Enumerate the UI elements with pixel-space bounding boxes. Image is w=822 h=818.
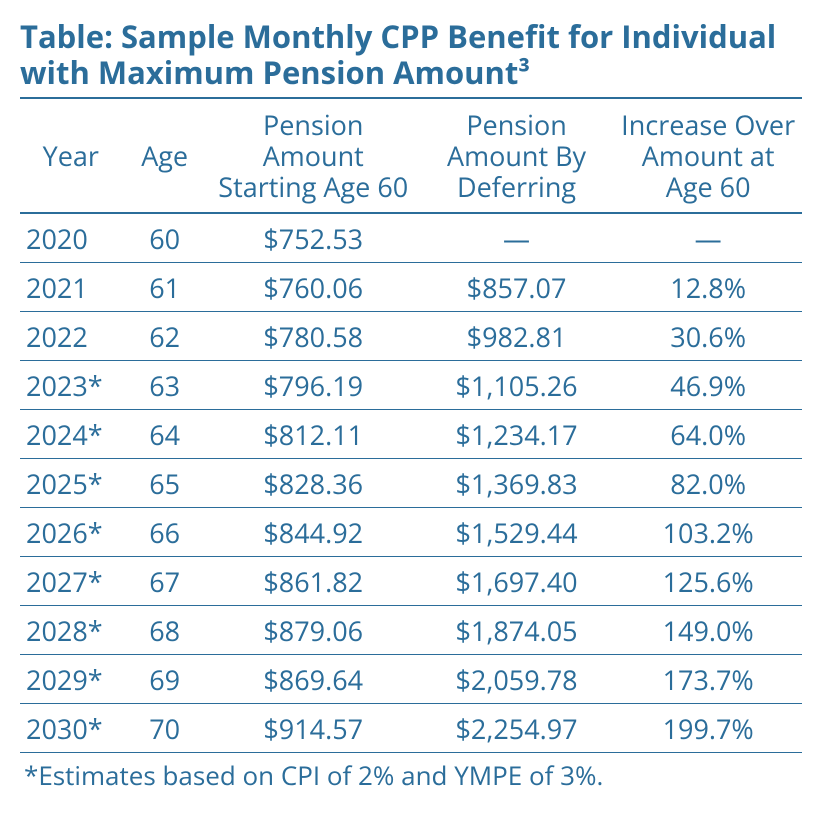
table-row: 2028*68$879.06$1,874.05149.0% <box>20 606 802 655</box>
table-cell: 64.0% <box>614 410 802 459</box>
table-cell: 2021 <box>20 263 122 312</box>
table-cell: 125.6% <box>614 557 802 606</box>
footnote-cell: *Estimates based on CPI of 2% and YMPE o… <box>20 753 802 799</box>
table-row: 2027*67$861.82$1,697.40125.6% <box>20 557 802 606</box>
table-cell: 103.2% <box>614 508 802 557</box>
table-cell: $844.92 <box>208 508 419 557</box>
table-row: 202262$780.58$982.8130.6% <box>20 312 802 361</box>
table-cell: 66 <box>122 508 208 557</box>
table-head: YearAgePension Amount Starting Age 60Pen… <box>20 98 802 213</box>
table-cell: $879.06 <box>208 606 419 655</box>
table-cell: 63 <box>122 361 208 410</box>
table-cell: 2020 <box>20 213 122 263</box>
table-cell: $869.64 <box>208 655 419 704</box>
table-cell: 69 <box>122 655 208 704</box>
table-body: 202060$752.53——202161$760.06$857.0712.8%… <box>20 213 802 753</box>
table-cell: 70 <box>122 704 208 753</box>
table-cell: — <box>419 213 615 263</box>
table-cell: 2028* <box>20 606 122 655</box>
table-cell: $857.07 <box>419 263 615 312</box>
table-cell: 2022 <box>20 312 122 361</box>
column-header: Increase Over Amount at Age 60 <box>614 98 802 213</box>
table-title: Table: Sample Monthly CPP Benefit for In… <box>20 20 802 91</box>
table-cell: $1,105.26 <box>419 361 615 410</box>
table-cell: $760.06 <box>208 263 419 312</box>
column-header: Age <box>122 98 208 213</box>
table-cell: $982.81 <box>419 312 615 361</box>
table-cell: 2029* <box>20 655 122 704</box>
table-cell: 64 <box>122 410 208 459</box>
table-cell: 2026* <box>20 508 122 557</box>
table-cell: $1,369.83 <box>419 459 615 508</box>
table-cell: 62 <box>122 312 208 361</box>
table-cell: $1,234.17 <box>419 410 615 459</box>
column-header: Year <box>20 98 122 213</box>
table-cell: 149.0% <box>614 606 802 655</box>
table-row: 2026*66$844.92$1,529.44103.2% <box>20 508 802 557</box>
table-cell: $861.82 <box>208 557 419 606</box>
column-header: Pension Amount By Deferring <box>419 98 615 213</box>
cpp-benefit-table: YearAgePension Amount Starting Age 60Pen… <box>20 97 802 798</box>
table-row: 2025*65$828.36$1,369.8382.0% <box>20 459 802 508</box>
table-cell: $914.57 <box>208 704 419 753</box>
table-cell: $1,874.05 <box>419 606 615 655</box>
table-cell: 65 <box>122 459 208 508</box>
table-row: 2023*63$796.19$1,105.2646.9% <box>20 361 802 410</box>
table-cell: 30.6% <box>614 312 802 361</box>
table-row: 2030*70$914.57$2,254.97199.7% <box>20 704 802 753</box>
table-cell: $812.11 <box>208 410 419 459</box>
table-cell: 60 <box>122 213 208 263</box>
footnote-row: *Estimates based on CPI of 2% and YMPE o… <box>20 753 802 799</box>
table-cell: 82.0% <box>614 459 802 508</box>
table-cell: $780.58 <box>208 312 419 361</box>
column-header: Pension Amount Starting Age 60 <box>208 98 419 213</box>
table-cell: 199.7% <box>614 704 802 753</box>
table-cell: 12.8% <box>614 263 802 312</box>
table-cell: 2024* <box>20 410 122 459</box>
table-cell: — <box>614 213 802 263</box>
table-cell: $828.36 <box>208 459 419 508</box>
table-cell: $1,529.44 <box>419 508 615 557</box>
table-cell: $2,254.97 <box>419 704 615 753</box>
table-cell: 2027* <box>20 557 122 606</box>
table-cell: 61 <box>122 263 208 312</box>
table-cell: $2,059.78 <box>419 655 615 704</box>
cpp-benefit-table-container: Table: Sample Monthly CPP Benefit for In… <box>20 20 802 798</box>
table-cell: 68 <box>122 606 208 655</box>
table-cell: 173.7% <box>614 655 802 704</box>
header-row: YearAgePension Amount Starting Age 60Pen… <box>20 98 802 213</box>
table-cell: $796.19 <box>208 361 419 410</box>
table-cell: $752.53 <box>208 213 419 263</box>
table-cell: 67 <box>122 557 208 606</box>
table-cell: 2025* <box>20 459 122 508</box>
table-cell: 2023* <box>20 361 122 410</box>
table-foot: *Estimates based on CPI of 2% and YMPE o… <box>20 753 802 799</box>
table-cell: 46.9% <box>614 361 802 410</box>
table-row: 202060$752.53—— <box>20 213 802 263</box>
table-row: 2029*69$869.64$2,059.78173.7% <box>20 655 802 704</box>
table-row: 2024*64$812.11$1,234.1764.0% <box>20 410 802 459</box>
table-row: 202161$760.06$857.0712.8% <box>20 263 802 312</box>
table-cell: $1,697.40 <box>419 557 615 606</box>
table-cell: 2030* <box>20 704 122 753</box>
